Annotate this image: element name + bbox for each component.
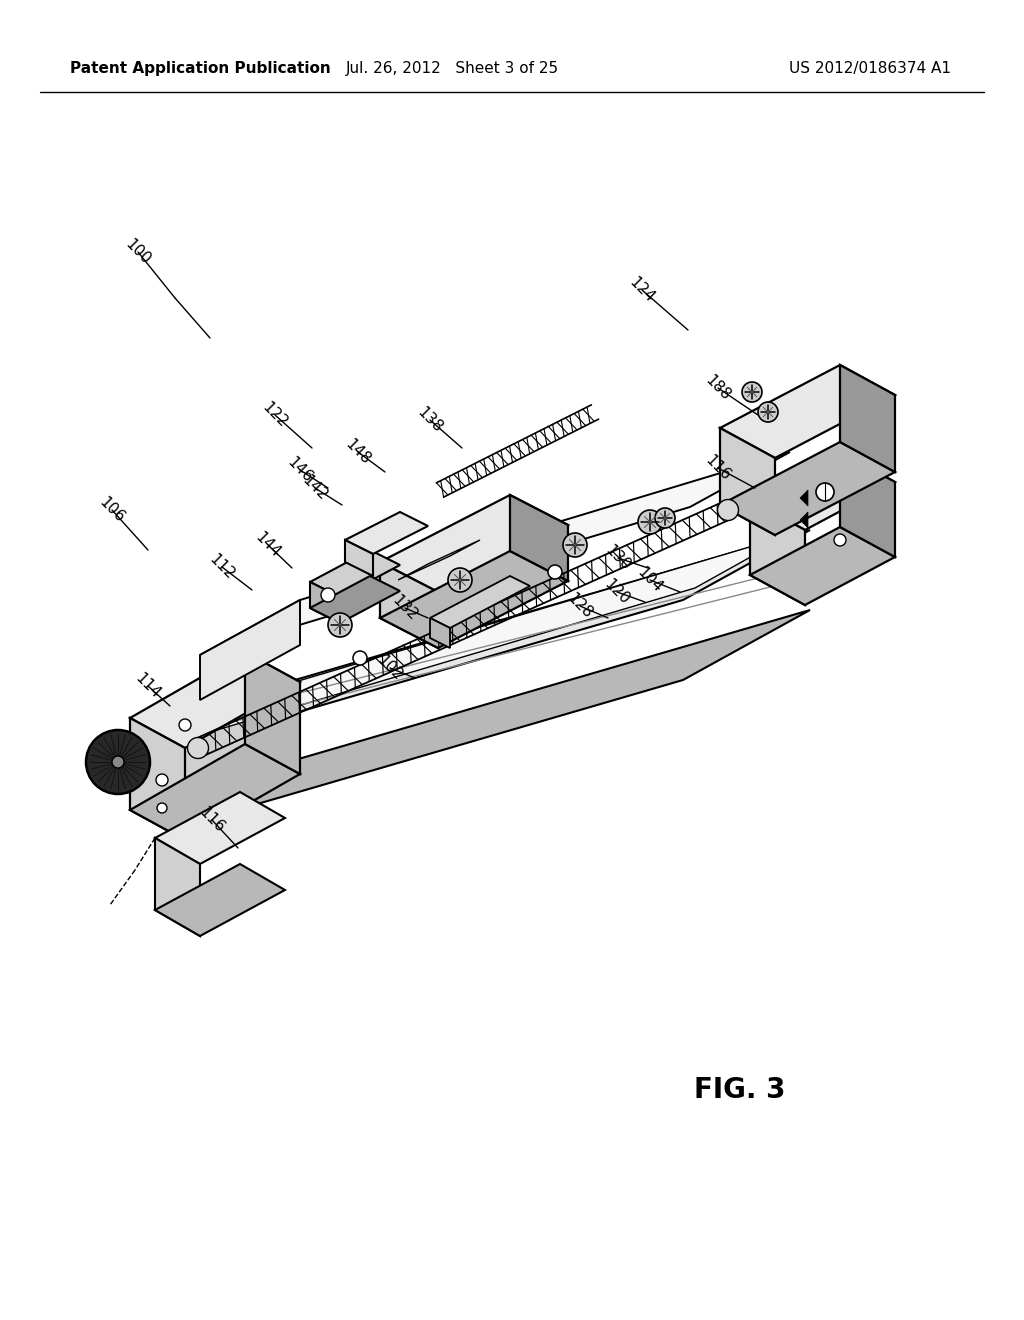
Circle shape [328,612,352,638]
Circle shape [449,568,472,591]
Polygon shape [200,451,790,655]
Circle shape [834,535,846,546]
Polygon shape [720,442,895,535]
Text: 102: 102 [375,652,406,684]
Text: 100: 100 [123,236,154,268]
Polygon shape [310,550,400,597]
Polygon shape [310,582,340,623]
Polygon shape [750,500,805,605]
Circle shape [187,738,209,759]
Polygon shape [720,366,895,458]
Polygon shape [130,718,185,840]
Text: 132: 132 [389,593,421,623]
Circle shape [353,651,367,665]
Circle shape [548,565,562,579]
Polygon shape [155,838,200,936]
Text: 114: 114 [132,671,164,701]
Circle shape [86,730,150,795]
Circle shape [638,510,662,535]
Polygon shape [168,680,295,830]
Text: 142: 142 [299,473,331,503]
Circle shape [156,774,168,785]
Circle shape [157,803,167,813]
Polygon shape [380,550,568,648]
Polygon shape [130,652,300,748]
Circle shape [321,587,335,602]
Polygon shape [168,610,810,830]
Text: 120: 120 [601,577,633,607]
Polygon shape [750,527,895,605]
Text: 138: 138 [415,404,445,436]
Polygon shape [800,512,808,528]
Text: 112: 112 [207,552,238,582]
Polygon shape [720,428,775,535]
Polygon shape [398,540,480,579]
Polygon shape [380,562,438,648]
Text: 124: 124 [627,275,657,305]
Polygon shape [380,495,568,591]
Text: 130: 130 [602,543,634,574]
Polygon shape [168,531,810,750]
Text: 116: 116 [702,453,733,483]
Text: 106: 106 [96,495,128,525]
Polygon shape [200,601,300,700]
Text: 104: 104 [635,565,666,595]
Circle shape [718,499,738,520]
Polygon shape [430,618,450,648]
Text: 144: 144 [253,529,284,561]
Polygon shape [800,490,808,506]
Text: 188: 188 [702,372,733,404]
Polygon shape [510,495,568,581]
Text: 128: 128 [564,590,596,622]
Text: FIG. 3: FIG. 3 [694,1076,785,1104]
Text: Patent Application Publication: Patent Application Publication [70,61,331,75]
Circle shape [742,381,762,403]
Circle shape [655,508,675,528]
Circle shape [112,756,124,768]
Polygon shape [155,865,285,936]
Polygon shape [345,512,428,554]
Text: 146: 146 [285,454,315,486]
Circle shape [816,483,834,502]
Polygon shape [430,576,530,628]
Text: 116: 116 [197,804,227,836]
Polygon shape [200,535,790,735]
Text: 122: 122 [259,400,291,430]
Circle shape [758,403,778,422]
Polygon shape [310,576,400,623]
Text: 148: 148 [342,437,374,467]
Polygon shape [750,451,895,531]
Polygon shape [345,540,373,576]
Polygon shape [840,366,895,473]
Text: Jul. 26, 2012   Sheet 3 of 25: Jul. 26, 2012 Sheet 3 of 25 [345,61,558,75]
Polygon shape [245,652,300,774]
Circle shape [179,719,191,731]
Polygon shape [130,744,300,840]
Polygon shape [840,451,895,557]
Text: US 2012/0186374 A1: US 2012/0186374 A1 [790,61,951,75]
Polygon shape [155,792,285,865]
Circle shape [563,533,587,557]
